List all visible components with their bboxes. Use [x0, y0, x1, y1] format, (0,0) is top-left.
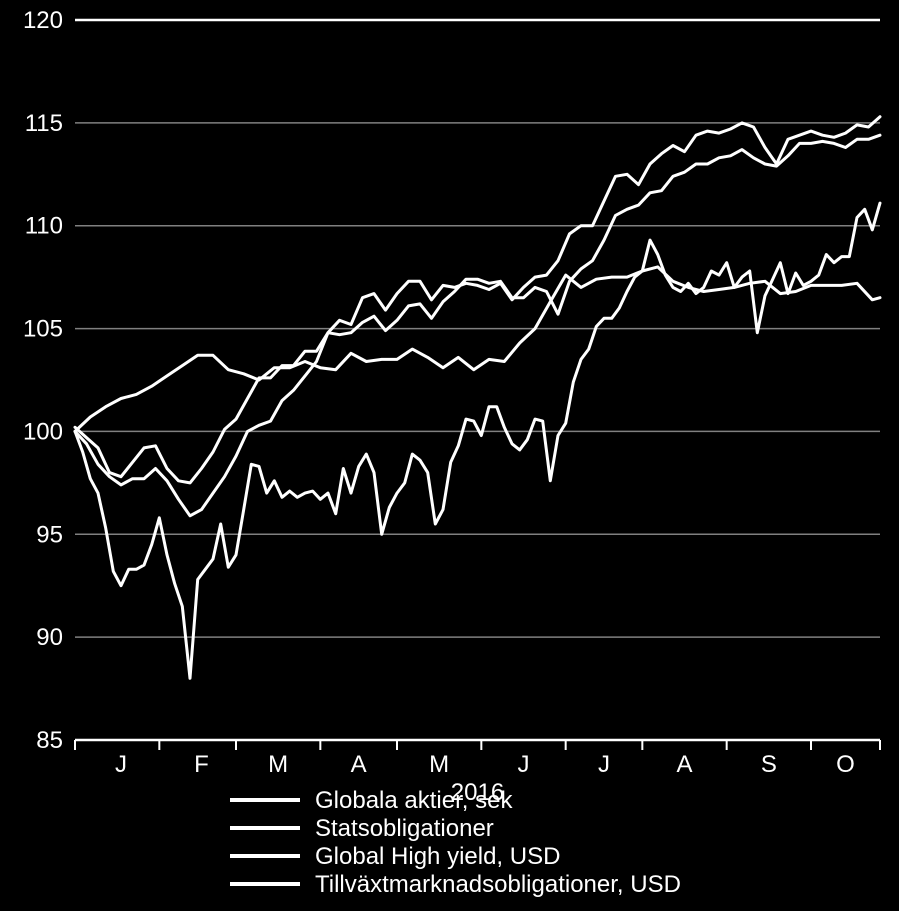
legend-label: Globala aktier, sek [315, 787, 513, 814]
y-tick-label: 85 [36, 727, 63, 754]
x-tick-label: A [351, 751, 367, 778]
legend-label: Global High yield, USD [315, 843, 560, 870]
y-tick-label: 100 [23, 418, 63, 445]
x-tick-label: J [115, 751, 127, 778]
x-tick-label: O [836, 751, 855, 778]
x-tick-label: A [676, 751, 692, 778]
x-tick-label: S [761, 751, 777, 778]
x-tick-label: J [518, 751, 530, 778]
y-tick-label: 105 [23, 316, 63, 343]
y-tick-label: 115 [25, 110, 63, 137]
y-tick-label: 95 [36, 521, 63, 548]
line-chart: 859095100105110115120JFMAMJJASO2016Globa… [0, 0, 899, 911]
y-tick-label: 120 [23, 7, 63, 34]
y-tick-label: 110 [25, 213, 63, 240]
x-tick-label: J [598, 751, 610, 778]
legend-label: Statsobligationer [315, 815, 494, 842]
chart-svg: 859095100105110115120JFMAMJJASO2016Globa… [0, 0, 899, 911]
legend-label: Tillväxtmarknadsobligationer, USD [315, 871, 681, 898]
x-tick-label: M [429, 751, 449, 778]
x-tick-label: M [268, 751, 288, 778]
y-tick-label: 90 [36, 624, 63, 651]
x-tick-label: F [194, 751, 209, 778]
